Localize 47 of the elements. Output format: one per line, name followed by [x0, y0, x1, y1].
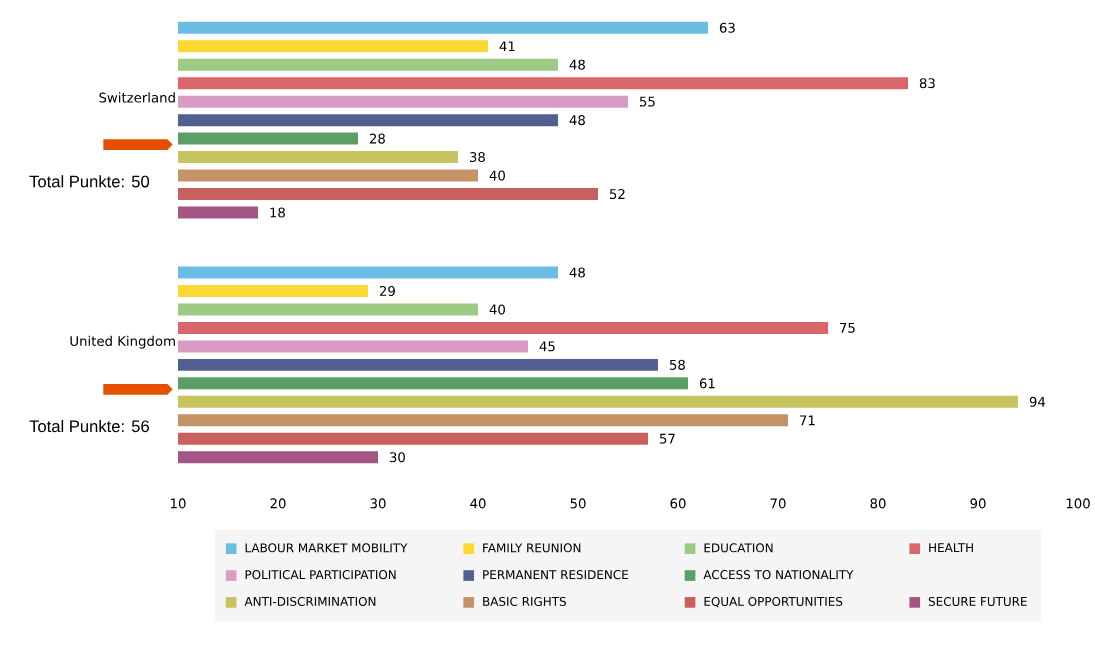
- data-label: 58: [669, 359, 685, 370]
- data-label: 55: [639, 96, 655, 107]
- data-label: 48: [569, 267, 585, 278]
- text: Total Punkte: 50: [29, 175, 150, 188]
- data-label: 48: [569, 115, 585, 126]
- legend-label: PERMANENT RESIDENCE: [483, 570, 628, 580]
- legend-label: POLITICAL PARTICIPATION: [245, 570, 396, 580]
- x-tick-label: 30: [370, 498, 386, 509]
- data-label: 94: [1029, 396, 1046, 407]
- data-label: 61: [699, 378, 715, 389]
- data-label: 52: [609, 189, 625, 200]
- legend-label: EDUCATION: [704, 543, 773, 553]
- x-tick-label: 10: [171, 498, 186, 509]
- data-label: 30: [389, 452, 405, 463]
- data-label: 57: [659, 433, 675, 444]
- x-tick-label: 40: [470, 498, 486, 509]
- x-tick-label: 90: [970, 498, 986, 509]
- x-tick-label: 60: [670, 498, 686, 509]
- x-tick-label: 70: [770, 498, 786, 509]
- data-label: 28: [369, 133, 385, 144]
- data-label: 38: [469, 152, 485, 163]
- x-tick-label: 50: [570, 498, 586, 509]
- legend-label: EQUAL OPPORTUNITIES: [704, 596, 843, 608]
- legend-label: LABOUR MARKET MOBILITY: [245, 543, 408, 553]
- data-label: 40: [489, 170, 505, 181]
- data-label: 45: [539, 341, 555, 352]
- data-label: 29: [379, 285, 395, 296]
- x-tick-label: 80: [870, 498, 886, 509]
- data-label: 83: [919, 78, 935, 89]
- data-label: 71: [800, 415, 815, 426]
- legend-label: ACCESS TO NATIONALITY: [703, 570, 854, 580]
- data-label: 18: [270, 207, 285, 218]
- data-label: 63: [719, 22, 735, 33]
- x-tick-label: 100: [1066, 498, 1090, 509]
- data-label: 48: [569, 59, 585, 70]
- x-tick-label: 20: [270, 498, 286, 509]
- legend-label: BASIC RIGHTS: [483, 596, 566, 606]
- text: Total Punkte: 56: [29, 419, 149, 433]
- y-tick-label: Switzerland: [99, 92, 175, 103]
- legend-label: ANTI-DISCRIMINATION: [244, 596, 376, 606]
- legend-label: FAMILY REUNION: [483, 543, 581, 553]
- data-label: 40: [489, 304, 505, 315]
- data-label: 41: [499, 41, 515, 52]
- data-label: 75: [840, 322, 855, 333]
- legend-label: HEALTH: [929, 543, 973, 553]
- legend-label: SECURE FUTURE: [928, 596, 1027, 606]
- y-tick-label: United Kingdom: [70, 335, 175, 349]
